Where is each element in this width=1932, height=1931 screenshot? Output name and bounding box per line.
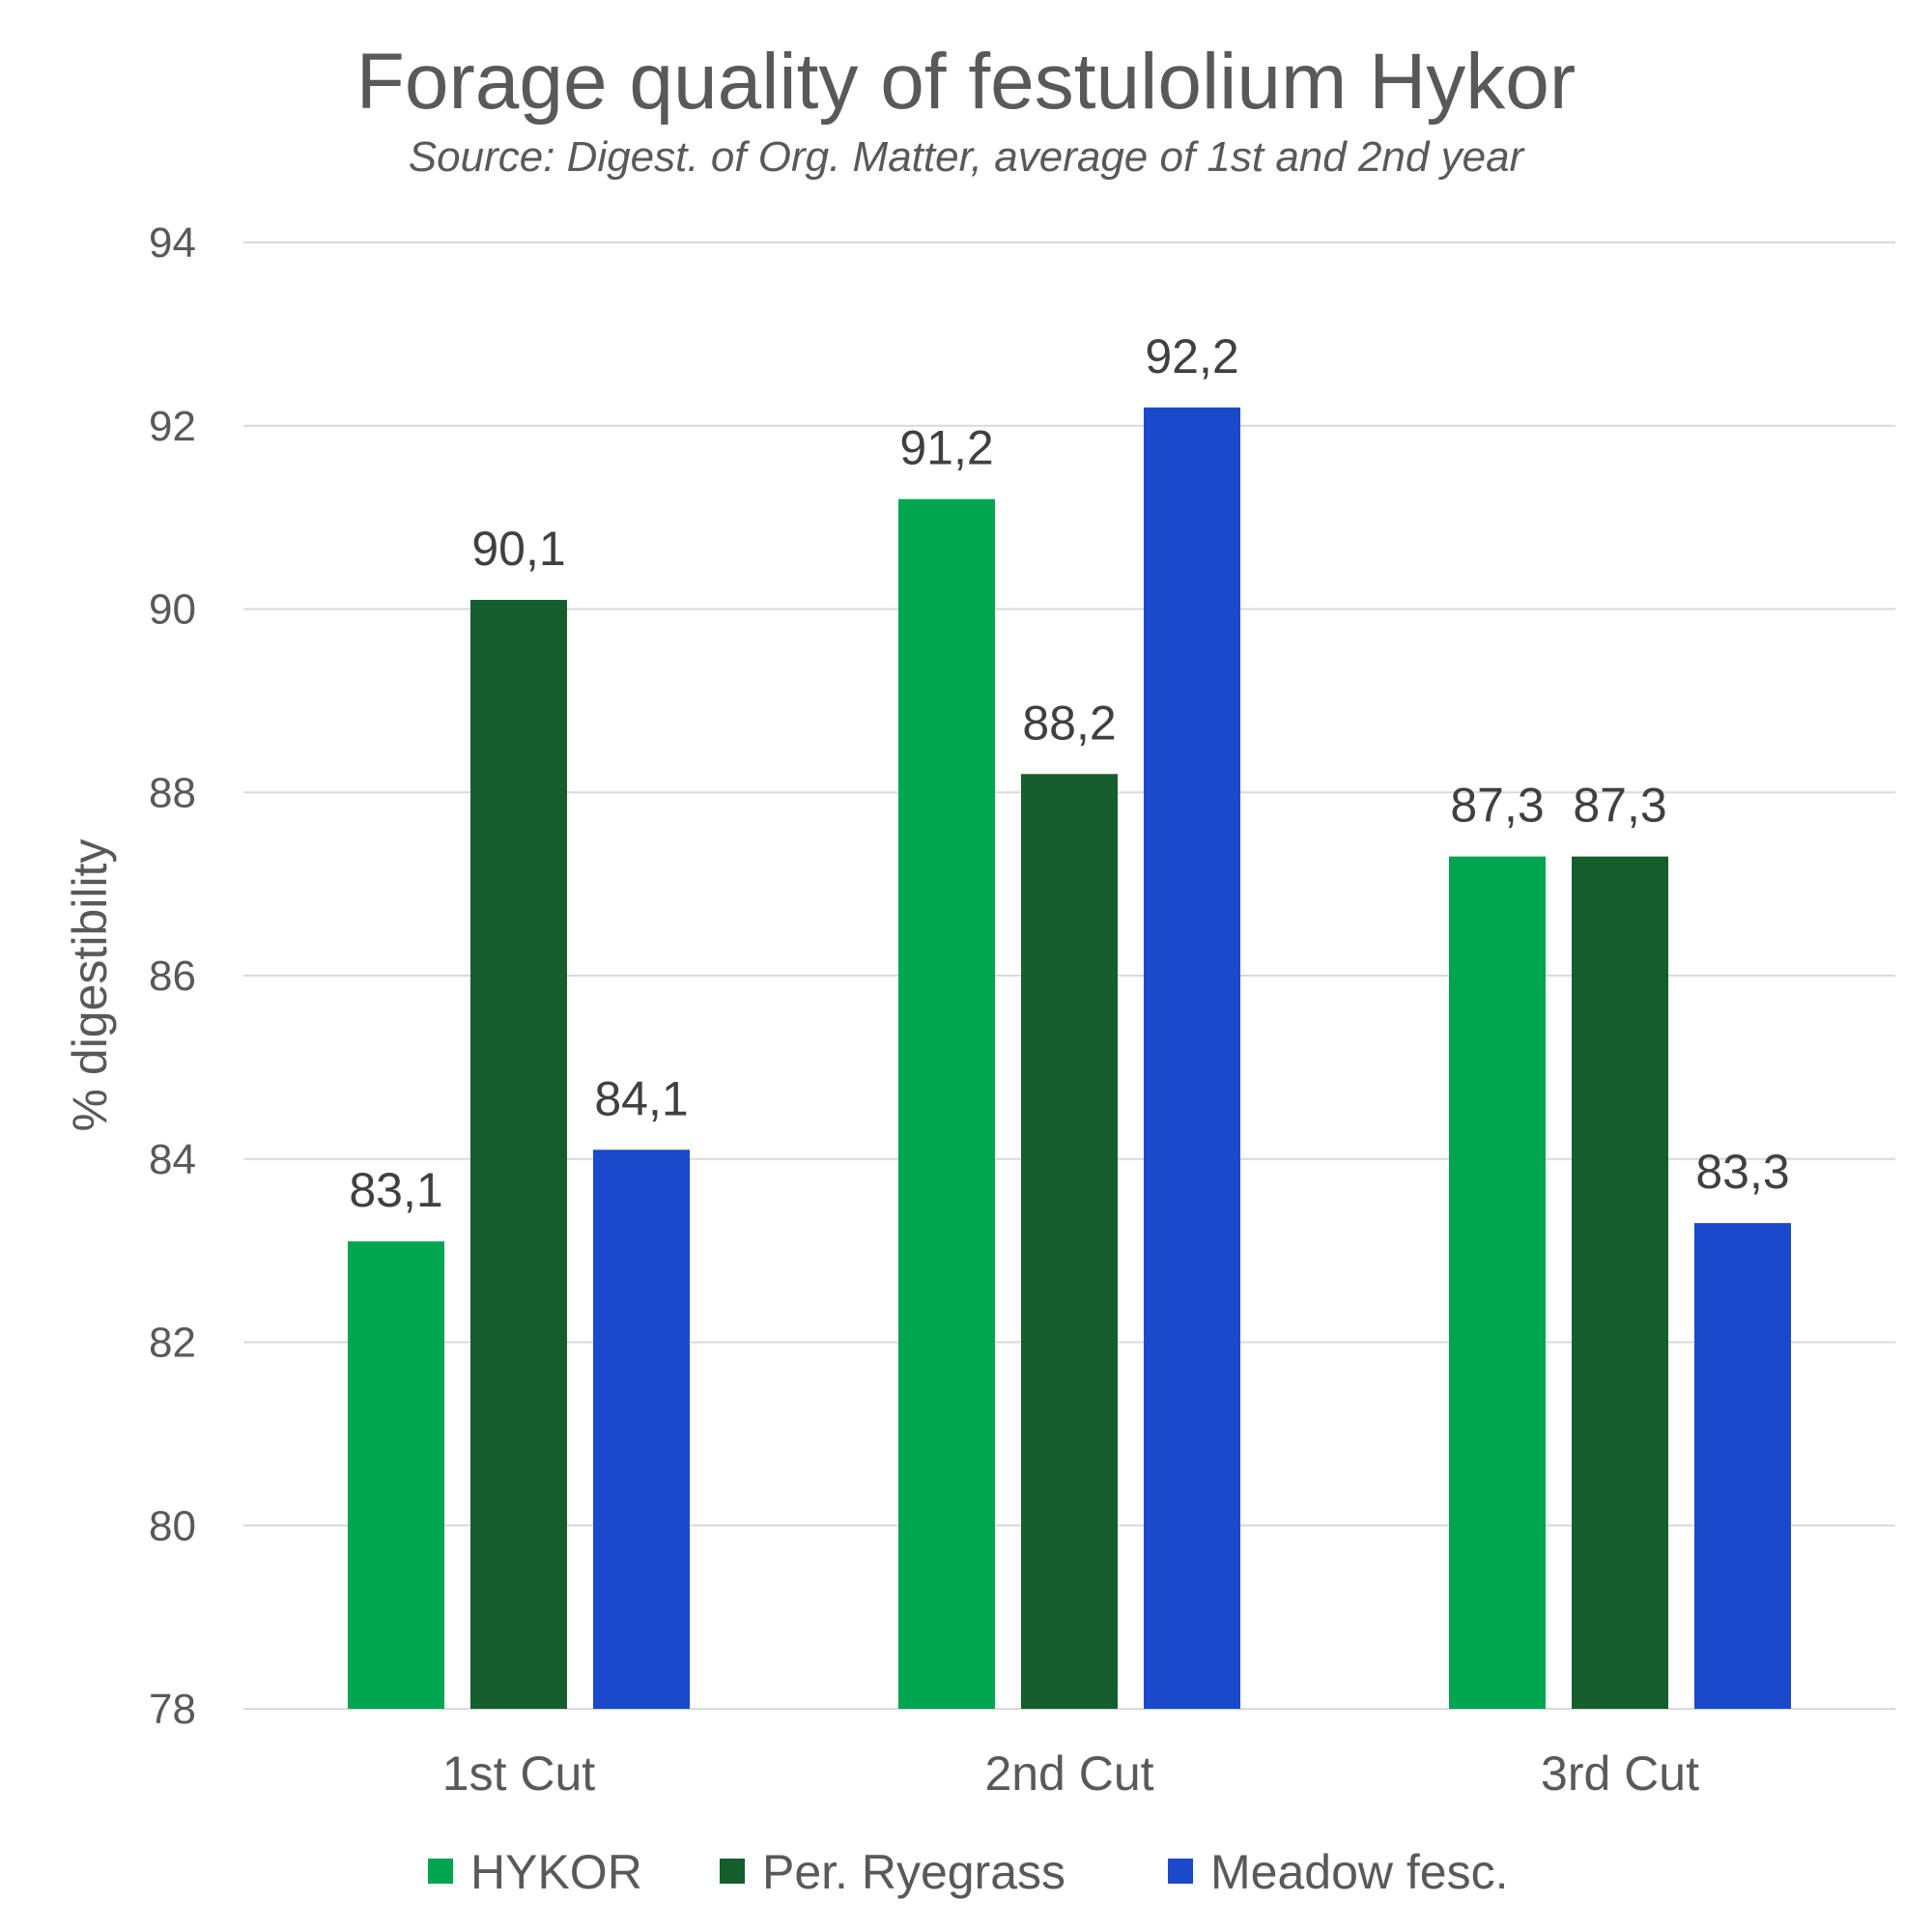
data-label: 90,1: [471, 522, 565, 576]
chart-subtitle: Source: Digest. of Org. Matter, average …: [408, 133, 1524, 181]
x-category-label: 1st Cut: [442, 1746, 596, 1801]
data-label: 83,3: [1695, 1145, 1789, 1199]
chart-title: Forage quality of festulolium Hykor: [355, 38, 1577, 126]
bar: [593, 1150, 690, 1709]
legend-label: Meadow fesc.: [1210, 1845, 1508, 1899]
legend: HYKOR Per. Ryegrass Meadow fesc.: [428, 1845, 1508, 1899]
data-label: 88,2: [1022, 696, 1116, 750]
bar: [1572, 856, 1668, 1709]
bar: [348, 1241, 444, 1709]
legend-swatch: [720, 1859, 745, 1884]
data-label: 87,3: [1450, 779, 1544, 833]
bar: [1021, 774, 1118, 1709]
legend-label: HYKOR: [470, 1845, 642, 1899]
x-axis-categories: 1st Cut 2nd Cut 3rd Cut: [442, 1746, 1699, 1801]
y-tick-label: 80: [149, 1502, 196, 1549]
y-tick-label: 78: [149, 1686, 196, 1733]
x-category-label: 3rd Cut: [1541, 1746, 1699, 1801]
data-label: 92,2: [1145, 329, 1238, 383]
data-label: 84,1: [594, 1071, 688, 1125]
bar: [1449, 856, 1546, 1709]
data-labels: 83,1 90,1 84,1 91,2 88,2 92,2 87,3 87,3 83,3: [349, 329, 1789, 1217]
y-axis-title: % digestibility: [63, 839, 117, 1132]
x-category-label: 2nd Cut: [984, 1746, 1153, 1801]
legend-label: Per. Ryegrass: [762, 1845, 1065, 1899]
legend-swatch: [428, 1859, 453, 1884]
legend-swatch: [1168, 1859, 1193, 1884]
bars: [348, 407, 1791, 1710]
y-tick-label: 90: [149, 586, 196, 634]
data-label: 87,3: [1573, 779, 1666, 833]
data-label: 91,2: [899, 421, 993, 475]
y-tick-label: 92: [149, 403, 196, 450]
y-tick-label: 84: [149, 1136, 196, 1183]
y-tick-label: 88: [149, 769, 196, 816]
y-axis-ticks: 78 80 82 84 86 88 90 92 94: [149, 219, 196, 1733]
bar: [898, 498, 995, 1709]
data-label: 83,1: [349, 1163, 442, 1217]
y-tick-label: 86: [149, 952, 196, 1000]
y-tick-label: 94: [149, 219, 196, 267]
bar: [1694, 1223, 1791, 1709]
bar: [470, 600, 567, 1710]
y-tick-label: 82: [149, 1320, 196, 1367]
bar: [1144, 407, 1240, 1709]
